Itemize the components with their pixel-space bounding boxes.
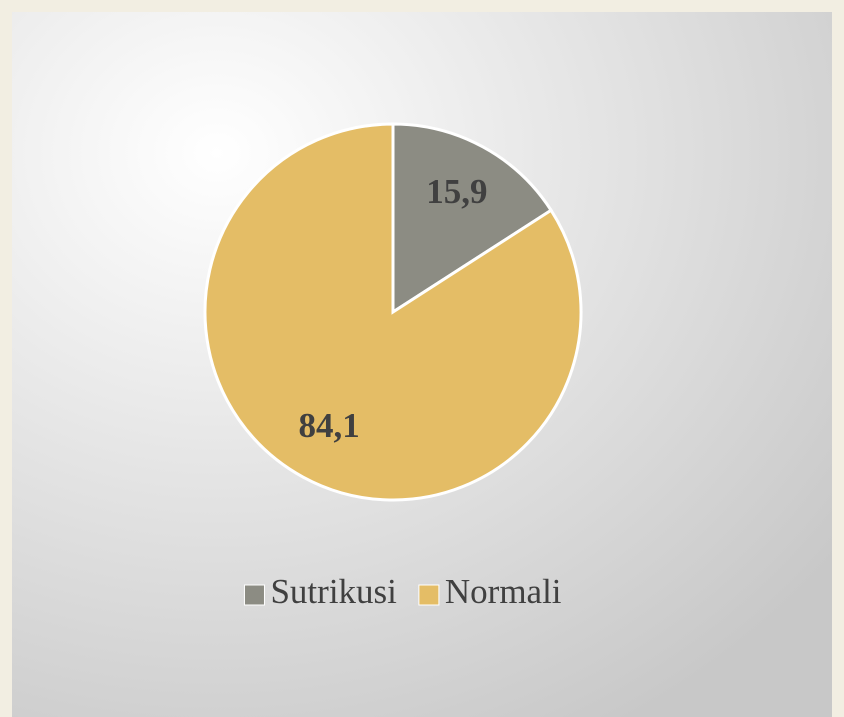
data-label: 15,9 (426, 172, 487, 211)
legend: Sutrikusi Normali (243, 572, 562, 611)
pie-slice (203, 122, 583, 502)
legend-swatch (243, 584, 265, 606)
legend-swatch (418, 584, 440, 606)
legend-label: Sutrikusi (270, 572, 397, 611)
pie: 15,9 84,1 (203, 122, 583, 502)
data-label: 84,1 (298, 406, 359, 445)
pie-slice (391, 122, 554, 315)
legend-label: Normali (445, 572, 562, 611)
